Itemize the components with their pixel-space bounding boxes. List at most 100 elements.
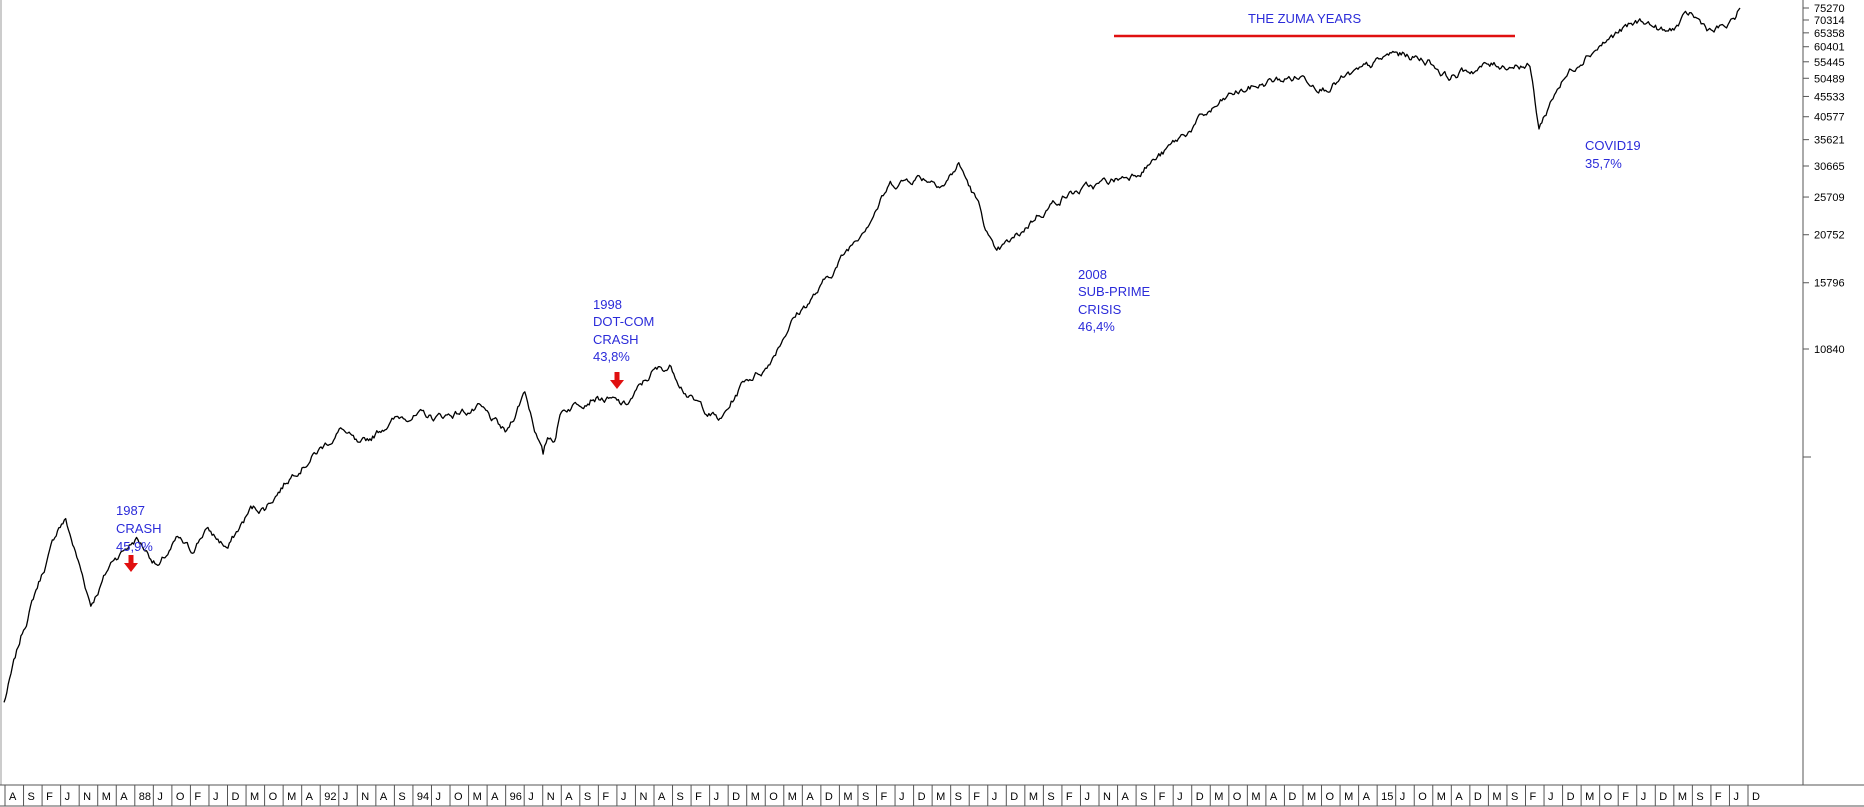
x-tick-label: O — [769, 791, 778, 803]
down-arrow-icon — [610, 372, 624, 389]
x-tick-label: A — [1270, 791, 1278, 803]
y-tick-label: 30665 — [1814, 161, 1845, 173]
x-tick-label: N — [361, 791, 369, 803]
x-tick-label: S — [1047, 791, 1054, 803]
x-tick-label: J — [1733, 791, 1739, 803]
x-tick-label: F — [1159, 791, 1166, 803]
x-tick-label: S — [1140, 791, 1147, 803]
y-tick-label: 60401 — [1814, 42, 1845, 54]
annotation-2008-subprime: 2008 SUB-PRIME CRISIS 46,4% — [1078, 267, 1154, 334]
y-tick-label: 15796 — [1814, 278, 1845, 290]
x-tick-label: M — [102, 791, 111, 803]
x-tick-label: A — [565, 791, 573, 803]
y-tick-label: 10840 — [1814, 344, 1845, 356]
x-tick-label: J — [714, 791, 720, 803]
x-tick-label: F — [1622, 791, 1629, 803]
x-tick-label: D — [825, 791, 833, 803]
x-tick-label: D — [1659, 791, 1667, 803]
x-tick-label: J — [435, 791, 441, 803]
x-tick-label: A — [1455, 791, 1463, 803]
x-tick-label: S — [398, 791, 405, 803]
x-tick-label: J — [157, 791, 163, 803]
y-tick-label: 70314 — [1814, 15, 1845, 27]
x-tick-label: 92 — [324, 791, 336, 803]
x-tick-label: M — [1344, 791, 1353, 803]
annotation-covid19: COVID19 35,7% — [1585, 138, 1644, 171]
x-tick-label: 96 — [510, 791, 522, 803]
x-tick-label: A — [1363, 791, 1371, 803]
x-tick-label: J — [1177, 791, 1183, 803]
x-tick-label: M — [1251, 791, 1260, 803]
x-tick-label: O — [1326, 791, 1335, 803]
x-tick-label: F — [695, 791, 702, 803]
x-tick-label: F — [46, 791, 53, 803]
x-tick-label: M — [936, 791, 945, 803]
x-tick-label: J — [899, 791, 905, 803]
x-tick-label: A — [306, 791, 314, 803]
x-tick-label: M — [1214, 791, 1223, 803]
y-tick-label: 65358 — [1814, 28, 1845, 40]
x-tick-label: O — [176, 791, 185, 803]
x-tick-label: F — [602, 791, 609, 803]
x-tick-label: M — [1492, 791, 1501, 803]
x-tick-label: F — [194, 791, 201, 803]
x-tick-label: J — [1400, 791, 1406, 803]
x-axis-ticks: A S F J N M A 88 J O F J D M O M A 92 J N A S 94 J O M A 96 J N A S F J N A… — [4, 785, 1760, 806]
x-tick-label: D — [232, 791, 240, 803]
x-tick-label: S — [1511, 791, 1518, 803]
x-tick-label: S — [677, 791, 684, 803]
x-tick-label: A — [1122, 791, 1130, 803]
y-tick-label: 40577 — [1814, 112, 1845, 124]
y-tick-label: 20752 — [1814, 230, 1845, 242]
y-tick-label: 35621 — [1814, 135, 1845, 147]
x-tick-label: A — [491, 791, 499, 803]
x-tick-label: J — [621, 791, 627, 803]
x-tick-label: D — [1196, 791, 1204, 803]
x-tick-label: F — [973, 791, 980, 803]
x-tick-label: S — [1696, 791, 1703, 803]
x-tick-label: S — [862, 791, 869, 803]
x-tick-label: S — [28, 791, 35, 803]
x-tick-label: J — [992, 791, 998, 803]
index-price-line — [3, 7, 1741, 703]
x-tick-label: M — [287, 791, 296, 803]
x-tick-label: A — [806, 791, 814, 803]
x-tick-label: 88 — [139, 791, 151, 803]
x-tick-label: M — [843, 791, 852, 803]
x-tick-label: J — [65, 791, 71, 803]
x-tick-label: O — [269, 791, 278, 803]
x-tick-label: J — [1641, 791, 1647, 803]
x-tick-label: D — [732, 791, 740, 803]
x-tick-label: M — [751, 791, 760, 803]
down-arrow-icon — [124, 555, 138, 572]
annotation-1998-dotcom: 1998 DOT-COM CRASH 43,8% — [593, 297, 658, 364]
x-tick-label: 94 — [417, 791, 429, 803]
x-tick-label: M — [473, 791, 482, 803]
x-tick-label: N — [1103, 791, 1111, 803]
x-tick-label: D — [1010, 791, 1018, 803]
annotation-zuma-years: THE ZUMA YEARS — [1248, 11, 1362, 26]
x-tick-label: M — [1437, 791, 1446, 803]
x-tick-label: M — [1029, 791, 1038, 803]
y-tick-label: 50489 — [1814, 73, 1845, 85]
x-tick-label: S — [584, 791, 591, 803]
x-tick-label: M — [1307, 791, 1316, 803]
x-tick-label: D — [918, 791, 926, 803]
x-tick-label: O — [454, 791, 463, 803]
x-tick-label: N — [547, 791, 555, 803]
x-tick-label: D — [1752, 791, 1760, 803]
x-tick-label: J — [1084, 791, 1090, 803]
x-tick-label: A — [120, 791, 128, 803]
x-tick-label: J — [343, 791, 349, 803]
x-tick-label: D — [1474, 791, 1482, 803]
x-tick-label: F — [1529, 791, 1536, 803]
x-tick-label: F — [1715, 791, 1722, 803]
x-tick-label: F — [1066, 791, 1073, 803]
x-tick-label: D — [1288, 791, 1296, 803]
x-tick-label: A — [9, 791, 17, 803]
y-tick-label: 45533 — [1814, 91, 1845, 103]
x-tick-label: S — [955, 791, 962, 803]
x-tick-label: F — [881, 791, 888, 803]
